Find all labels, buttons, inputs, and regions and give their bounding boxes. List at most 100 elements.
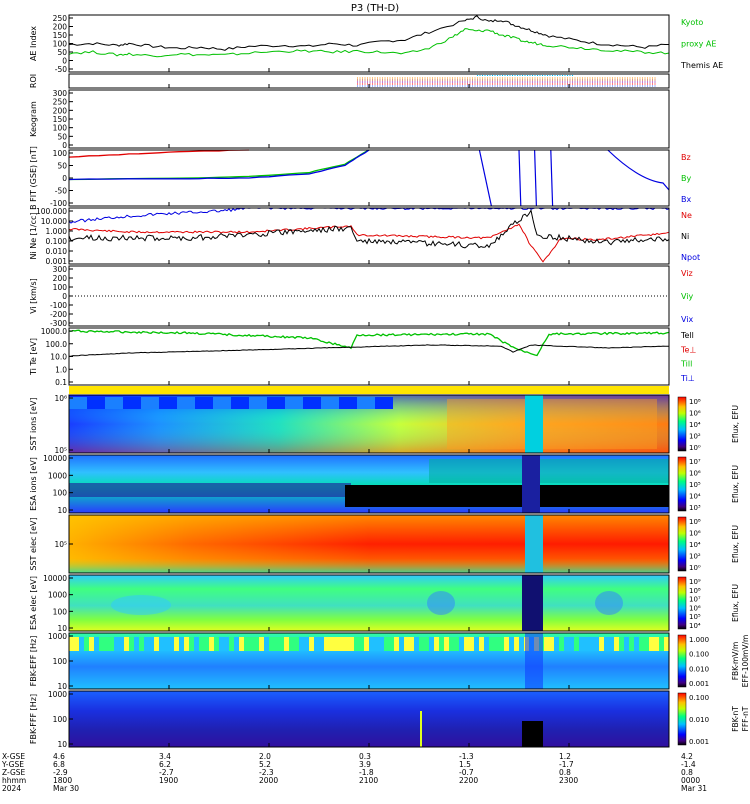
heat-cell [254, 637, 259, 651]
b-spike [534, 149, 537, 207]
colorbar-tick-esa_ion: 10⁵ [689, 481, 701, 489]
ytick-label-temperature: 1.0 [55, 365, 67, 374]
heat-cell [624, 637, 629, 651]
time-tick-z: 0.8 [681, 768, 693, 777]
colorbar-tick-fbk_b: 0.100 [689, 694, 709, 702]
colorbar-tick-esa_ion: 10³ [689, 504, 701, 512]
colorbar-tick-esa_elec: 10⁷ [689, 596, 701, 604]
ytick-label-density: 0.001 [46, 257, 68, 266]
heat-cell [239, 637, 244, 651]
series-line [68, 207, 670, 224]
ytick-label-ae: 0 [62, 57, 67, 66]
ytick-label-esa_ion: 10 [57, 506, 67, 515]
colorbar-esa_elec [677, 576, 687, 630]
colorbar-tick-sst_ion: 10⁸ [689, 398, 701, 406]
heat-cell [124, 637, 129, 651]
heat-cell [559, 637, 564, 651]
heat-cell [154, 637, 159, 651]
colorbar-label-sst_ion: Eflux, EFU [731, 405, 740, 443]
gap-stripe [525, 633, 543, 689]
heat-cell [479, 637, 484, 651]
colorbar-tick-sst_elec: 10⁴ [689, 541, 701, 549]
heat-cell [364, 637, 369, 651]
ytick-label-esa_ion: 100 [53, 489, 68, 498]
ytick-label-keogram: 100 [53, 124, 68, 133]
time-tick-hhmm: 2300 [559, 776, 578, 785]
heat-cell [564, 637, 569, 651]
ytick-label-density: 0.100 [46, 237, 68, 246]
ytick-label-ae: 150 [53, 31, 68, 40]
heat-block [231, 397, 249, 409]
heat-block [105, 397, 123, 409]
time-tick-z: -0.7 [459, 768, 474, 777]
ylabel-esa_elec: ESA elec [eV] [29, 576, 38, 630]
time-tick-z: -1.8 [359, 768, 374, 777]
heat-cell [184, 637, 189, 651]
ytick-label-bfield: 0 [62, 174, 67, 183]
time-tick-y: -1.7 [559, 760, 574, 769]
heat-cell [259, 637, 264, 651]
ylabel-esa_ion: ESA ions [eV] [29, 457, 38, 511]
legend-temperature: Till [680, 360, 692, 369]
heat-cell [174, 637, 179, 651]
heat-block [69, 397, 87, 409]
ylabel-fbk_e: FBK-EFF [Hz] [29, 636, 38, 687]
legend-temperature: Te⊥ [680, 345, 696, 354]
gap-stripe [525, 515, 543, 573]
heat-cell [269, 637, 274, 651]
legend-temperature: Ti⊥ [680, 374, 695, 383]
colorbar-tick-esa_elec: 10⁵ [689, 613, 701, 621]
time-tick-x: 0.3 [359, 752, 371, 761]
time-tick-date: Mar 31 [681, 784, 707, 793]
ytick-label-fbk_b: 1000 [48, 690, 67, 699]
heat-cell [114, 637, 119, 651]
heat-cell [244, 637, 249, 651]
heat-cell [439, 637, 444, 651]
colorbar-fbk_e [677, 634, 687, 688]
time-tick-y: 6.2 [159, 760, 171, 769]
time-tick-z: -2.9 [53, 768, 68, 777]
heat-cell [574, 637, 579, 651]
heat-cell [334, 637, 339, 651]
ytick-label-keogram: 50 [57, 132, 67, 141]
legend-bfield: By [681, 174, 691, 183]
heat-cell [654, 637, 659, 651]
legend-ae: Themis AE [680, 61, 723, 70]
heat-cell [359, 637, 364, 651]
colorbar-tick-sst_ion: 10⁶ [689, 410, 701, 418]
ytick-label-fbk_b: 100 [53, 715, 68, 724]
ytick-label-esa_ion: 1000 [48, 471, 67, 480]
heat-cell [609, 637, 614, 651]
heat-cell [189, 637, 194, 651]
ytick-label-esa_elec: 100 [53, 607, 68, 616]
heat-cell [384, 637, 389, 651]
b-spike [478, 149, 492, 207]
colorbar-tick-esa_elec: 10⁴ [689, 622, 701, 630]
ytick-label-velocity: 200 [53, 274, 68, 283]
heatmap-overlay [69, 515, 669, 573]
heat-cell [444, 637, 449, 651]
heat-cell [139, 637, 144, 651]
heat-cell [249, 637, 254, 651]
legend-bfield: Bx [681, 195, 691, 204]
ytick-label-sst_elec: 10⁵ [54, 540, 67, 549]
heat-block [249, 397, 267, 409]
colorbar-tick-sst_elec: 10⁰ [689, 564, 701, 572]
ytick-label-esa_elec: 10 [57, 624, 67, 633]
heat-cell [164, 637, 169, 651]
heat-cell [429, 637, 434, 651]
heat-block [195, 397, 213, 409]
colorbar-tick-sst_elec: 10² [689, 553, 701, 561]
b-series-line [607, 149, 670, 191]
ytick-label-velocity: 300 [53, 265, 68, 274]
ytick-label-keogram: 300 [53, 89, 68, 98]
panel-frames [68, 14, 670, 748]
colorbar-tick-sst_elec: 10⁶ [689, 530, 701, 538]
heat-cell [104, 637, 109, 651]
heat-cell [234, 637, 239, 651]
spike [420, 711, 422, 747]
series-line [68, 223, 670, 263]
ytick-label-density: 0.010 [46, 247, 68, 256]
